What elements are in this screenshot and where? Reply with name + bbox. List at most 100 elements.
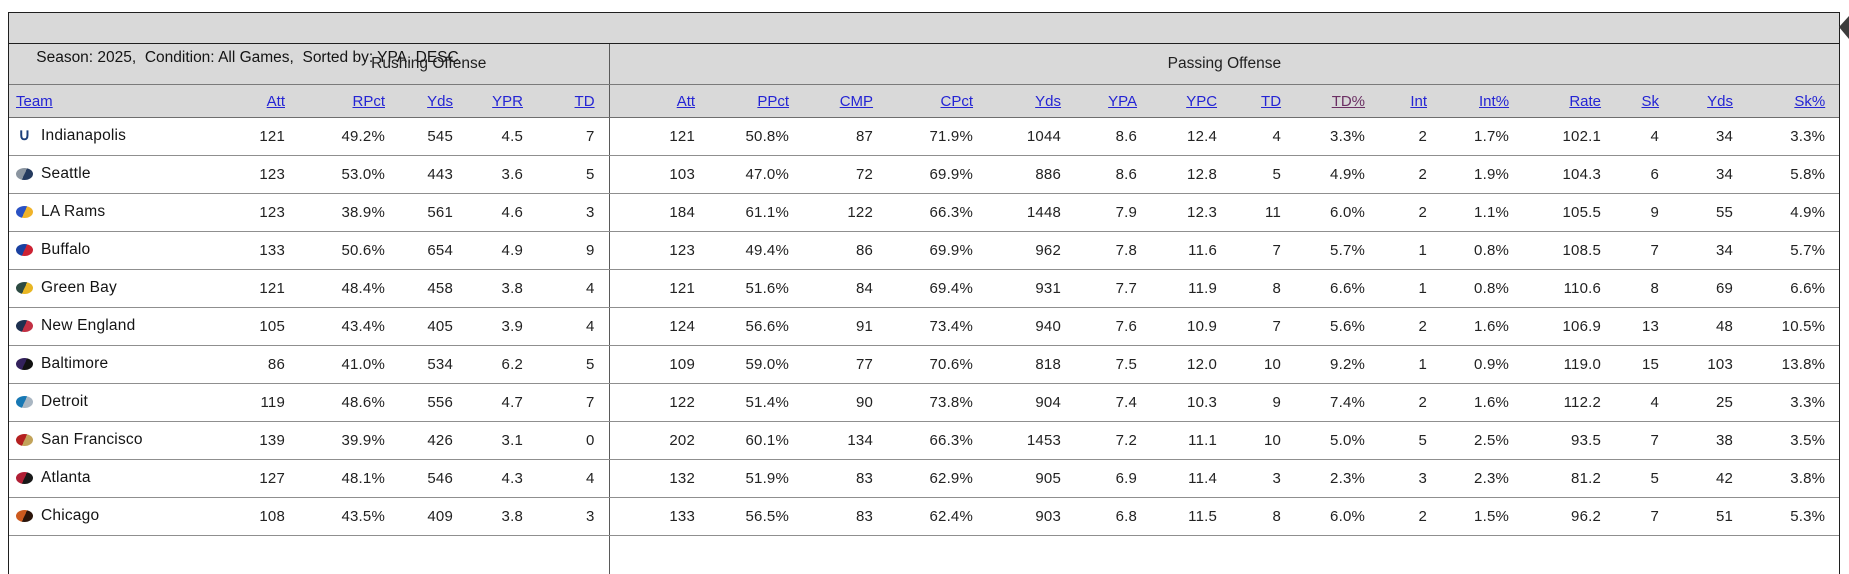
pass-ppct-value-1: 49.4%	[709, 232, 803, 270]
pass-td-value-7: 3	[1231, 460, 1295, 498]
col-header-pass-yds-13-link[interactable]: Yds	[1707, 93, 1733, 110]
col-header-pass-rate-11-link[interactable]: Rate	[1569, 93, 1601, 110]
lions-lion-icon	[16, 396, 33, 408]
pass-int-value-9: 2	[1379, 118, 1441, 156]
rush-td-value: 4	[537, 308, 609, 346]
pass-cpct-value-3: 70.6%	[887, 346, 987, 384]
pass-cmp-value-2: 83	[803, 498, 887, 536]
rush-yds-value: 654	[399, 232, 467, 270]
col-header-pass-cmp-2: CMP	[803, 85, 887, 118]
rush-ypr-value: 4.5	[467, 118, 537, 156]
team-name: Detroit	[41, 393, 88, 410]
col-header-pass-cmp-2-link[interactable]: CMP	[840, 93, 873, 110]
col-header-rush-att-link[interactable]: Att	[267, 93, 285, 110]
rush-rpct-value: 38.9%	[299, 194, 399, 232]
col-header-rush-ypr: YPR	[467, 85, 537, 118]
rush-att-value: 127	[249, 460, 299, 498]
team-cell: ∪Indianapolis	[9, 118, 249, 156]
rush-td-value: 5	[537, 346, 609, 384]
rush-rpct-value: 43.4%	[299, 308, 399, 346]
rush-ypr-value: 4.7	[467, 384, 537, 422]
col-header-pass-ypc-6: YPC	[1151, 85, 1231, 118]
col-header-pass-int-9-link[interactable]: Int	[1410, 93, 1427, 110]
col-header-pass-td-7-link[interactable]: TD	[1261, 93, 1281, 110]
pass-att-value-0: 103	[609, 156, 709, 194]
rush-att-value: 105	[249, 308, 299, 346]
rush-td-value: 0	[537, 422, 609, 460]
pass-yds-value-4: 818	[987, 346, 1075, 384]
pass-skpct-value-14: 5.7%	[1747, 232, 1839, 270]
pass-sk-value-12: 7	[1615, 422, 1673, 460]
pass-ppct-value-1: 59.0%	[709, 346, 803, 384]
pass-att-value-0: 133	[609, 498, 709, 536]
col-header-pass-ppct-1-link[interactable]: PPct	[757, 93, 789, 110]
rush-ypr-value: 4.6	[467, 194, 537, 232]
rush-ypr-value: 3.8	[467, 270, 537, 308]
pass-skpct-value-14: 4.9%	[1747, 194, 1839, 232]
pass-skpct-value-14: 6.6%	[1747, 270, 1839, 308]
pass-int-value-9: 1	[1379, 270, 1441, 308]
pass-intpct-value-10: 0.9%	[1441, 346, 1523, 384]
pass-cpct-value-3: 66.3%	[887, 194, 987, 232]
col-header-pass-ypc-6-link[interactable]: YPC	[1186, 93, 1217, 110]
pass-cmp-value-2: 84	[803, 270, 887, 308]
team-cell: Seattle	[9, 156, 249, 194]
team-cell: San Francisco	[9, 422, 249, 460]
pass-sk-value-12: 13	[1615, 308, 1673, 346]
pass-yds-value-13: 34	[1673, 118, 1747, 156]
pass-td-value-7: 8	[1231, 498, 1295, 536]
col-header-rush-ypr-link[interactable]: YPR	[492, 93, 523, 110]
pass-ypa-value-5: 7.4	[1075, 384, 1151, 422]
rush-yds-value: 545	[399, 118, 467, 156]
col-header-pass-ypa-5-link[interactable]: YPA	[1108, 93, 1137, 110]
pass-att-value-0: 121	[609, 270, 709, 308]
pass-ypc-value-6: 11.9	[1151, 270, 1231, 308]
col-header-pass-cpct-3: CPct	[887, 85, 987, 118]
pass-sk-value-12: 15	[1615, 346, 1673, 384]
team-name: Indianapolis	[41, 127, 126, 144]
pass-ppct-value-1: 51.4%	[709, 384, 803, 422]
pass-int-value-9: 2	[1379, 194, 1441, 232]
pass-skpct-value-14: 5.3%	[1747, 498, 1839, 536]
col-header-pass-att-0-link[interactable]: Att	[677, 93, 695, 110]
pass-ppct-value-1: 61.1%	[709, 194, 803, 232]
rush-ypr-value: 4.9	[467, 232, 537, 270]
col-header-pass-intpct-10-link[interactable]: Int%	[1479, 93, 1509, 110]
packers-g-icon	[16, 282, 33, 294]
pass-cmp-value-2: 91	[803, 308, 887, 346]
pass-intpct-value-10: 0.8%	[1441, 232, 1523, 270]
pass-cpct-value-3: 69.4%	[887, 270, 987, 308]
pass-att-value-0: 124	[609, 308, 709, 346]
col-header-rush-rpct-link[interactable]: RPct	[352, 93, 385, 110]
team-cell: Detroit	[9, 384, 249, 422]
rush-yds-value: 458	[399, 270, 467, 308]
pass-intpct-value-10: 1.9%	[1441, 156, 1523, 194]
pass-int-value-9: 2	[1379, 498, 1441, 536]
col-header-pass-cpct-3-link[interactable]: CPct	[941, 93, 974, 110]
pass-td-value-7: 10	[1231, 346, 1295, 384]
pass-sk-value-12: 9	[1615, 194, 1673, 232]
col-header-pass-ypa-5: YPA	[1075, 85, 1151, 118]
scrollbar-arrow-icon[interactable]	[1839, 16, 1849, 39]
col-header-rush-yds-link[interactable]: Yds	[427, 93, 453, 110]
pass-ypc-value-6: 10.3	[1151, 384, 1231, 422]
pass-yds-value-13: 38	[1673, 422, 1747, 460]
col-header-pass-skpct-14-link[interactable]: Sk%	[1794, 93, 1825, 110]
col-header-pass-tdpct-8-link[interactable]: TD%	[1332, 93, 1365, 110]
col-header-pass-sk-12-link[interactable]: Sk	[1642, 93, 1660, 110]
pass-tdpct-value-8: 2.3%	[1295, 460, 1379, 498]
col-header-team-link[interactable]: Team	[16, 93, 53, 110]
col-header-rush-td-link[interactable]: TD	[575, 93, 595, 110]
pass-sk-value-12: 7	[1615, 232, 1673, 270]
ravens-bird-icon	[16, 358, 33, 370]
col-header-rush-yds: Yds	[399, 85, 467, 118]
pass-yds-value-4: 931	[987, 270, 1075, 308]
col-header-pass-yds-4-link[interactable]: Yds	[1035, 93, 1061, 110]
pass-ypa-value-5: 7.9	[1075, 194, 1151, 232]
col-header-pass-yds-13: Yds	[1673, 85, 1747, 118]
pass-sk-value-12: 8	[1615, 270, 1673, 308]
pass-ypa-value-5: 7.6	[1075, 308, 1151, 346]
